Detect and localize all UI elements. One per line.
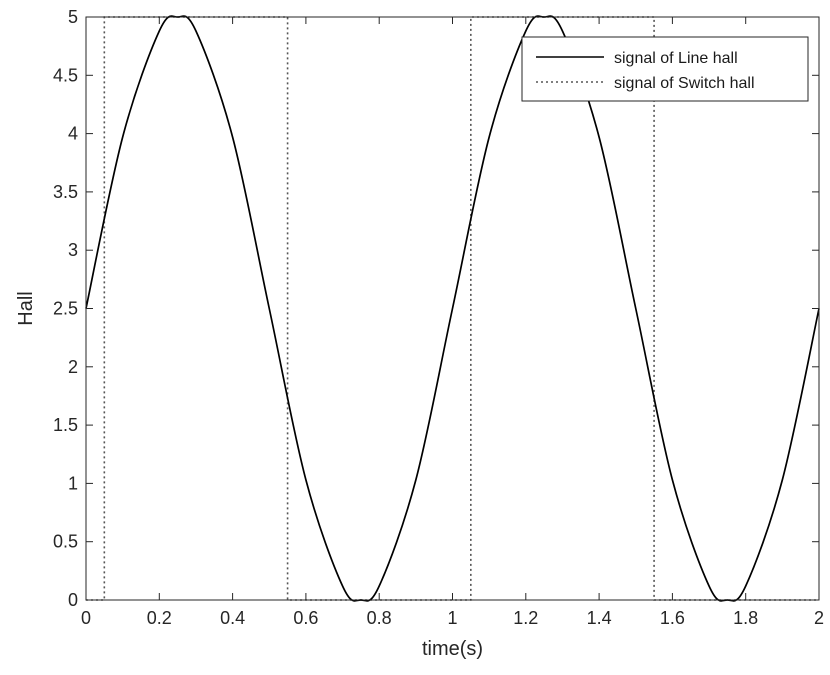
y-tick-label: 2.5 [53,299,78,319]
y-tick-label: 3.5 [53,182,78,202]
x-axis-label: time(s) [422,638,483,660]
y-tick-label: 0.5 [53,532,78,552]
x-tick-label: 0.2 [147,608,172,628]
legend-label-line-hall: signal of Line hall [614,50,738,67]
x-tick-label: 1 [447,608,457,628]
x-tick-label: 0.4 [220,608,245,628]
y-tick-label: 1.5 [53,415,78,435]
y-tick-label: 1 [68,473,78,493]
y-tick-label: 4 [68,124,78,144]
x-tick-label: 1.6 [660,608,685,628]
x-tick-label: 1.8 [733,608,758,628]
x-tick-label: 0.6 [293,608,318,628]
x-tick-label: 0 [81,608,91,628]
legend: signal of Line hall signal of Switch hall [521,36,809,102]
x-tick-label: 0.8 [367,608,392,628]
y-tick-label: 0 [68,590,78,610]
y-tick-label: 4.5 [53,65,78,85]
series-line-hall-line [85,15,820,602]
y-tick-label: 3 [68,240,78,260]
series-layer [85,15,820,602]
x-tick-label: 2 [814,608,824,628]
legend-box [521,36,809,102]
x-tick-label: 1.2 [513,608,538,628]
y-tick-label: 5 [68,7,78,27]
legend-label-switch-hall: signal of Switch hall [614,75,755,92]
x-tick-label: 1.4 [587,608,612,628]
y-axis-label: Hall [15,291,37,325]
y-tick-label: 2 [68,357,78,377]
axes-layer: 0 0.2 0.4 0.6 0.8 1 1.2 1.4 1.6 1.8 2 0 0.5 1 1.5 2 2.5 3… [53,7,824,628]
